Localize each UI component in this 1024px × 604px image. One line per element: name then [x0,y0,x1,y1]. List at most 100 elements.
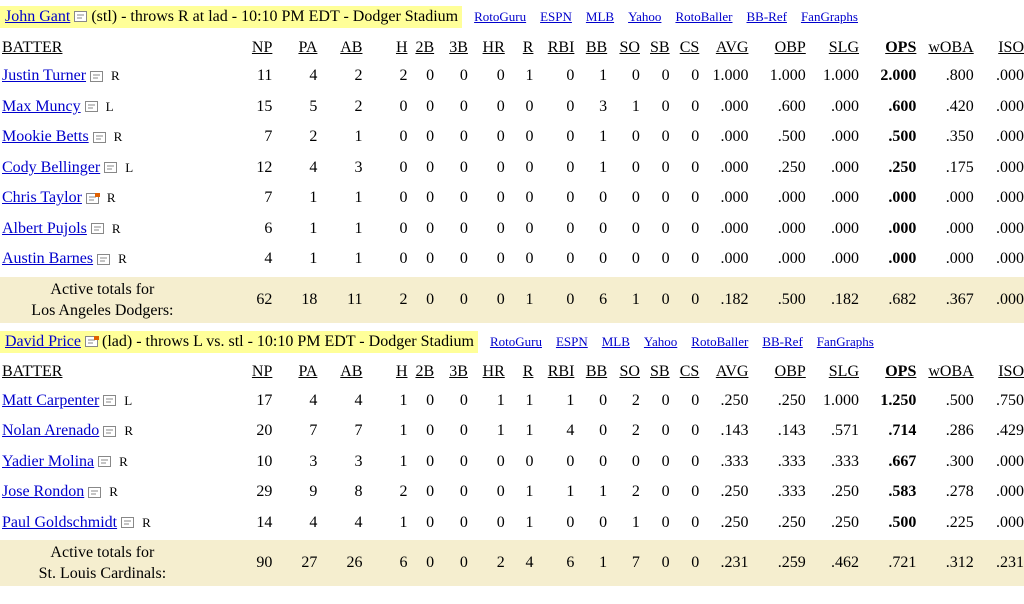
ref-link-rotoballer[interactable]: RotoBaller [691,333,749,349]
notes-icon[interactable] [92,131,107,144]
notes-icon[interactable] [121,517,135,529]
batter-link[interactable]: Matt Carpenter [2,391,100,409]
stat-cell: 0 [459,97,468,115]
batter-link[interactable]: Albert Pujols [2,219,87,237]
notes-icon[interactable] [103,395,117,407]
column-header-np[interactable]: NP [251,38,273,56]
column-header-r[interactable]: R [522,38,534,56]
ref-link-rotoguru[interactable]: RotoGuru [474,9,527,24]
stat-cell: .225 [945,513,974,531]
totals-label: Active totals for Los Angeles Dodgers: [0,274,205,323]
column-header-cs[interactable]: CS [679,38,700,56]
ref-link-yahoo[interactable]: Yahoo [643,333,678,349]
notes-icon[interactable] [84,101,99,113]
ref-link-rotoguru[interactable]: RotoGuru [489,333,542,349]
column-header-3b[interactable]: 3B [449,363,468,380]
column-header-so[interactable]: SO [619,38,640,56]
ref-link-mlb[interactable]: MLB [585,9,615,24]
batter-link[interactable]: Yadier Molina [2,452,95,470]
stat-cell: 2 [631,422,640,440]
stat-cell: 11 [256,67,273,85]
batter-link[interactable]: Nolan Arenado [2,422,100,440]
column-header-avg[interactable]: AVG [715,38,749,56]
column-header-h[interactable]: H [395,363,408,380]
pitcher-link[interactable]: David Price [5,332,81,350]
notes-icon[interactable] [85,192,100,205]
ref-link-espn[interactable]: ESPN [540,9,572,24]
notes-icon[interactable] [103,425,117,438]
notes-icon[interactable] [74,11,88,23]
column-header-rbi[interactable]: RBI [547,363,575,380]
column-header-ops[interactable]: OPS [885,363,917,380]
column-header-np[interactable]: NP [251,363,273,380]
column-header-2b[interactable]: 2B [415,38,435,56]
column-header-obp[interactable]: OBP [774,38,806,56]
column-header-hr[interactable]: HR [482,363,505,380]
notes-icon[interactable] [90,223,105,235]
batter-link[interactable]: Max Muncy [2,97,81,115]
notes-icon[interactable] [88,486,102,499]
batter-link[interactable]: Jose Rondon [2,483,85,501]
column-header-bb[interactable]: BB [585,363,608,380]
column-header-r[interactable]: R [522,363,534,380]
notes-icon[interactable] [84,335,99,348]
column-header-so[interactable]: SO [619,363,640,380]
column-header-ab[interactable]: AB [340,38,363,56]
notes-icon[interactable] [90,70,104,83]
stat-cell: 1 [599,483,608,501]
notes-icon[interactable] [97,253,111,266]
ref-link-mlb[interactable]: MLB [601,333,630,349]
totals-stat-cell: .500 [748,274,806,323]
stat-cell: 0 [426,250,435,268]
notes-icon[interactable] [104,162,118,174]
ref-link-yahoo[interactable]: Yahoo [628,9,662,24]
ref-link-bb-ref[interactable]: BB-Ref [746,9,787,24]
ref-link-fangraphs[interactable]: FanGraphs [800,9,858,24]
column-header-avg[interactable]: AVG [715,363,749,380]
pitcher-link[interactable]: John Gant [5,8,71,25]
ref-link-espn[interactable]: ESPN [555,333,588,349]
column-header-iso[interactable]: ISO [998,38,1024,56]
ref-link-fangraphs[interactable]: FanGraphs [816,333,874,349]
column-header-pa[interactable]: PA [298,38,318,56]
column-header-cs[interactable]: CS [679,363,700,380]
ref-link-bb-ref[interactable]: BB-Ref [762,333,803,349]
column-header-slg[interactable]: SLG [828,38,860,56]
column-header-sb[interactable]: SB [650,363,670,380]
column-header-iso[interactable]: ISO [998,363,1024,380]
stat-cell: 12 [256,158,273,176]
column-header-batter[interactable]: BATTER [2,363,63,380]
batter-link[interactable]: Paul Goldschmidt [2,513,118,531]
column-header-h[interactable]: H [395,38,408,56]
column-header-obp[interactable]: OBP [774,363,806,380]
column-header-woba[interactable]: wOBA [928,363,974,380]
notes-icon[interactable] [98,456,112,468]
column-header-slg[interactable]: SLG [828,363,860,380]
column-header-ops[interactable]: OPS [885,38,917,56]
batter-link[interactable]: Chris Taylor [2,189,82,207]
column-header-bb[interactable]: BB [585,38,608,56]
totals-stat-cell: 0 [533,274,575,323]
column-header-2b[interactable]: 2B [415,363,435,380]
batter-link[interactable]: Austin Barnes [2,250,94,268]
batter-link[interactable]: Cody Bellinger [2,158,101,176]
batter-cell: Chris Taylor R [0,183,205,214]
stat-cell: 0 [525,452,534,470]
batter-link[interactable]: Mookie Betts [2,128,89,146]
batter-link[interactable]: Justin Turner [2,67,87,85]
reference-links: RotoGuru ESPN MLB Yahoo RotoBaller BB-Ref FanG… [490,334,874,350]
totals-stat-cell: 26 [317,538,363,586]
column-header-woba[interactable]: wOBA [928,38,974,56]
column-header-rbi[interactable]: RBI [547,38,575,56]
column-header-pa[interactable]: PA [298,363,318,380]
column-header-hr[interactable]: HR [482,38,505,56]
stat-cell: .000 [777,250,806,268]
stat-cell: 0 [566,67,575,85]
column-header-3b[interactable]: 3B [449,38,468,56]
stat-cell: 7 [264,189,273,207]
stat-cell: 1 [599,67,608,85]
column-header-sb[interactable]: SB [650,38,670,56]
column-header-ab[interactable]: AB [340,363,363,380]
column-header-batter[interactable]: BATTER [2,38,63,56]
ref-link-rotoballer[interactable]: RotoBaller [675,9,733,24]
